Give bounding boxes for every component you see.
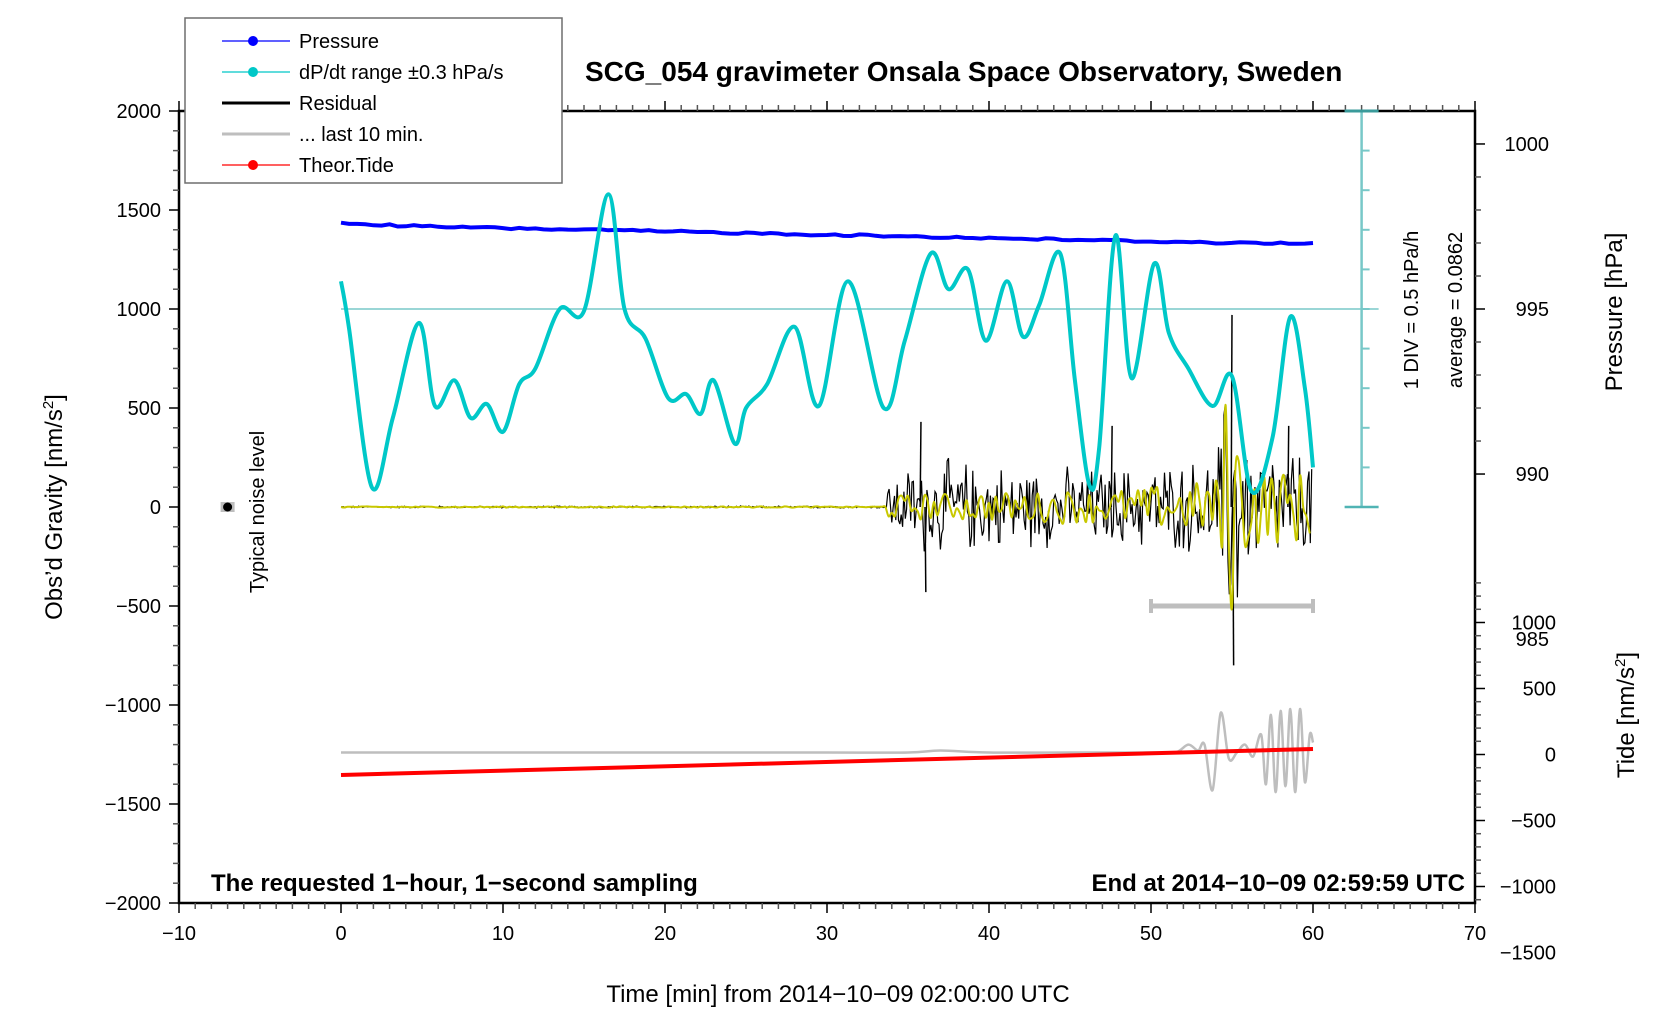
pressure-axis-title: Pressure [hPa] (1601, 233, 1628, 392)
legend-label: ... last 10 min. (299, 124, 424, 146)
y-axis-title-end: ] (41, 394, 68, 401)
tide-tick-label: 1000 (1512, 612, 1557, 634)
x-tick-label: 40 (978, 923, 1000, 945)
y-tick-label: −1500 (105, 794, 161, 816)
residual-peak (1230, 314, 1233, 508)
pressure-tick-label: 990 (1516, 464, 1549, 486)
residual-peak (1110, 425, 1113, 508)
filtered-residual-trace (340, 403, 1311, 611)
x-tick-label: 20 (654, 923, 676, 945)
legend-swatch-dot (248, 160, 258, 170)
noise-level-marker (220, 502, 235, 512)
x-tick-label: 50 (1140, 923, 1162, 945)
dpdt-average-label: average = 0.0862 (1445, 232, 1467, 388)
x-tick-label: −10 (162, 923, 196, 945)
dpdt-trace (339, 192, 1315, 496)
noise-level-label: Typical noise level (247, 431, 269, 593)
y-tick-label: 1500 (117, 200, 162, 222)
tide-axis-title-sup: 2 (1612, 659, 1629, 667)
last-10-min-trace (341, 707, 1315, 794)
legend: Pressure dP/dt range ±0.3 hPa/s Residual..… (184, 17, 563, 184)
legend-label: dP/dt range ±0.3 hPa/s (299, 62, 503, 84)
y-tick-label: 1000 (117, 299, 162, 321)
x-tick-label: 30 (816, 923, 838, 945)
series-layer (339, 192, 1315, 794)
legend-box (184, 17, 563, 184)
legend-swatch-dot (248, 67, 258, 77)
y-tick-labels: 2000 1500 1000 500 0 −500 −1000 −1500 −2000 (105, 101, 161, 915)
y-tick-label: −2000 (105, 893, 161, 915)
y-axis-title: Obs’d Gravity [nm/s2] (40, 394, 68, 620)
pressure-tick-labels: 10051000995990985 (1505, 134, 1550, 651)
legend-label: Theor.Tide (299, 155, 394, 177)
x-tick-label: 60 (1302, 923, 1324, 945)
y-tick-label: −500 (116, 596, 161, 618)
pressure-tick-label: 995 (1516, 299, 1549, 321)
legend-swatch-dot (248, 36, 258, 46)
tide-axis-title-main: Tide [nm/s (1613, 667, 1640, 778)
y-tick-label: −1000 (105, 695, 161, 717)
legend-item: ... last 10 min. (222, 124, 424, 146)
pressure-tick-label: 985 (1516, 629, 1549, 651)
legend-item: Theor.Tide (222, 155, 394, 177)
y-axis-title-main: Obs’d Gravity [nm/s (41, 409, 68, 620)
y-tick-label: 500 (128, 398, 161, 420)
pressure-tick-label: 1000 (1505, 134, 1550, 156)
x-tick-label: 70 (1464, 923, 1486, 945)
dpdt-division-label: 1 DIV = 0.5 hPa/h (1401, 231, 1423, 389)
chart-title: SCG_054 gravimeter Onsala Space Observat… (585, 56, 1342, 87)
y-tick-label: 2000 (117, 101, 162, 123)
tide-trace (340, 746, 1314, 777)
residual-peak (924, 506, 927, 593)
x-tick-label: 0 (335, 923, 346, 945)
residual-peak (919, 421, 922, 508)
tide-tick-label: 0 (1545, 745, 1556, 767)
y-tick-label: 0 (150, 497, 161, 519)
residual-peak (1287, 425, 1290, 508)
legend-label: Pressure (299, 31, 379, 53)
tide-tick-label: −1500 (1500, 943, 1556, 965)
legend-item: dP/dt range ±0.3 hPa/s (222, 62, 503, 84)
residual-trace (340, 404, 1313, 598)
sampling-note: The requested 1−hour, 1−second sampling (211, 870, 698, 897)
tide-axis-title-end: ] (1613, 652, 1640, 659)
tide-tick-label: −500 (1511, 811, 1556, 833)
tide-tick-label: −1000 (1500, 877, 1556, 899)
tide-tick-labels: 1000 500 0 −500 −1000 −1500 (1500, 612, 1556, 964)
tide-axis-title: Tide [nm/s2] (1612, 652, 1640, 778)
legend-label: Residual (299, 93, 377, 115)
end-time-note: End at 2014−10−09 02:59:59 UTC (1091, 870, 1465, 897)
x-tick-label: 10 (492, 923, 514, 945)
legend-item: Pressure (222, 31, 379, 53)
pressure-trace (340, 220, 1314, 246)
noise-dot (223, 502, 233, 512)
x-tick-labels: −10 0 10 20 30 40 50 60 70 (162, 923, 1486, 945)
x-axis-title: Time [min] from 2014−10−09 02:00:00 UTC (606, 981, 1069, 1008)
legend-item: Residual (222, 93, 377, 115)
tide-tick-label: 500 (1523, 678, 1556, 700)
y-axis-title-sup: 2 (40, 401, 57, 409)
